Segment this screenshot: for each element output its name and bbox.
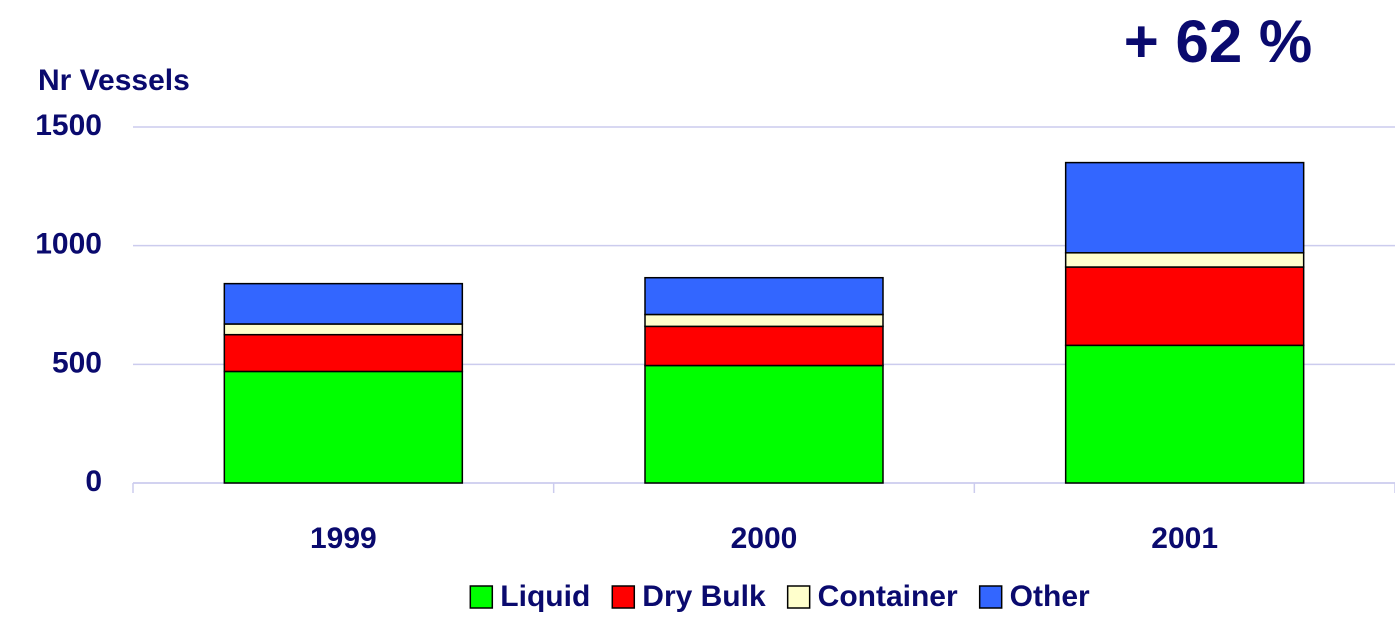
annotation: + 62 %	[1124, 8, 1312, 75]
bar-segment	[1064, 344, 1305, 484]
bar-segment	[223, 323, 464, 336]
legend-swatch	[611, 585, 636, 609]
x-tick-label: 2000	[731, 522, 798, 555]
y-tick-label: 0	[85, 465, 102, 498]
bar-segment	[1064, 266, 1305, 347]
legend-label: Other	[1010, 580, 1090, 613]
x-tick-label: 1999	[310, 522, 377, 555]
legend-label: Liquid	[500, 580, 590, 613]
bar-segment	[644, 325, 884, 367]
bar-segment	[1064, 161, 1305, 254]
y-axis-label: Nr Vessels	[38, 64, 190, 97]
y-tick-label: 500	[52, 346, 102, 379]
y-tick-label: 1000	[35, 228, 102, 261]
bar-segment	[644, 276, 884, 316]
legend-swatch	[469, 585, 494, 609]
bar-segment	[644, 364, 884, 484]
x-tick-label: 2001	[1151, 522, 1218, 555]
bar-segment	[644, 313, 884, 328]
legend-label: Dry Bulk	[642, 580, 766, 613]
y-tick-label: 1500	[35, 109, 102, 142]
bar-segment	[223, 370, 464, 484]
bar-segment	[223, 333, 464, 373]
bar-segment	[1064, 252, 1305, 268]
bar-segment	[223, 282, 464, 325]
legend-label: Container	[818, 580, 958, 613]
legend-swatch	[978, 585, 1003, 609]
legend-swatch	[786, 585, 811, 609]
